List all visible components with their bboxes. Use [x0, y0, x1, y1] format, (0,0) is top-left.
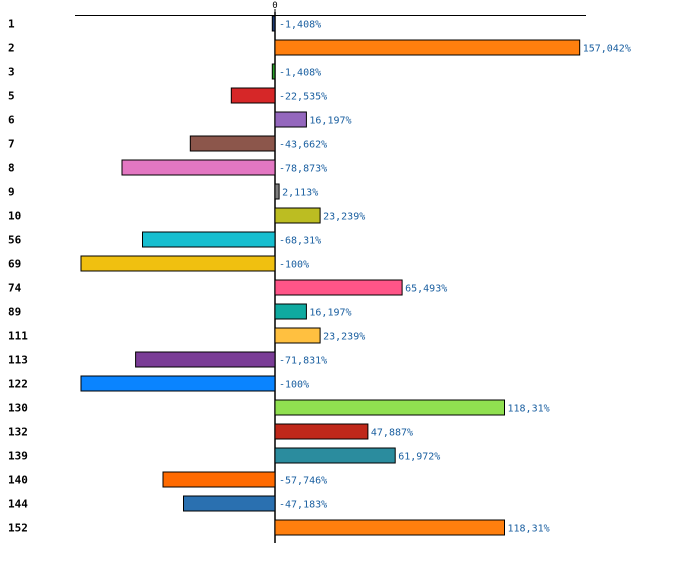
value-label: -43,662% — [279, 140, 327, 151]
value-label: -57,746% — [279, 476, 327, 487]
bar — [274, 111, 307, 128]
bar — [189, 135, 276, 152]
category-label: 69 — [8, 258, 21, 271]
category-label: 6 — [8, 114, 15, 127]
value-label: -1,408% — [279, 68, 321, 79]
value-label: -78,873% — [279, 164, 327, 175]
category-label: 3 — [8, 66, 15, 79]
value-label: -1,408% — [279, 20, 321, 31]
category-label: 152 — [8, 522, 28, 535]
category-label: 122 — [8, 378, 28, 391]
bar — [274, 183, 280, 200]
value-label: 2,113% — [282, 188, 318, 199]
bars-group: 1 -1,408% 2 157,042% 3 -1,408% 5 -22,535% 6 16,19… — [8, 15, 631, 536]
bar — [274, 519, 505, 536]
bar — [121, 159, 276, 176]
bar — [80, 375, 276, 392]
value-label: 47,887% — [371, 428, 413, 439]
category-label: 10 — [8, 210, 21, 223]
bar — [274, 207, 321, 224]
value-label: -100% — [279, 260, 309, 271]
value-label: 157,042% — [583, 44, 631, 55]
category-label: 2 — [8, 42, 15, 55]
category-label: 139 — [8, 450, 28, 463]
bar — [274, 399, 505, 416]
category-label: 132 — [8, 426, 28, 439]
category-label: 1 — [8, 18, 15, 31]
category-label: 113 — [8, 354, 28, 367]
value-label: 61,972% — [398, 452, 440, 463]
category-label: 111 — [8, 330, 28, 343]
bar — [183, 495, 276, 512]
category-label: 74 — [8, 282, 22, 295]
bar — [274, 423, 369, 440]
value-label: -22,535% — [279, 92, 327, 103]
category-label: 89 — [8, 306, 21, 319]
value-label: 118,31% — [508, 524, 550, 535]
bar — [274, 39, 581, 56]
value-label: 16,197% — [309, 308, 351, 319]
category-label: 130 — [8, 402, 28, 415]
category-label: 9 — [8, 186, 15, 199]
value-label: -71,831% — [279, 356, 327, 367]
bar — [142, 231, 276, 248]
bar — [274, 447, 396, 464]
value-label: -100% — [279, 380, 309, 391]
bar — [274, 327, 321, 344]
value-label: -47,183% — [279, 500, 327, 511]
value-label: 23,239% — [323, 332, 365, 343]
category-label: 5 — [8, 90, 15, 103]
value-label: 16,197% — [309, 116, 351, 127]
bar — [274, 303, 307, 320]
zero-tick-label: 0 — [272, 1, 277, 11]
category-label: 56 — [8, 234, 22, 247]
category-label: 144 — [8, 498, 28, 511]
value-label: -68,31% — [279, 236, 321, 247]
bar — [80, 255, 276, 272]
bar — [162, 471, 276, 488]
value-label: 65,493% — [405, 284, 447, 295]
value-label: 118,31% — [508, 404, 550, 415]
bar — [274, 279, 403, 296]
category-label: 140 — [8, 474, 28, 487]
bar — [271, 63, 276, 80]
bar — [230, 87, 276, 104]
bar — [135, 351, 276, 368]
bar — [271, 15, 276, 32]
category-label: 7 — [8, 138, 15, 151]
category-label: 8 — [8, 162, 15, 175]
value-label: 23,239% — [323, 212, 365, 223]
